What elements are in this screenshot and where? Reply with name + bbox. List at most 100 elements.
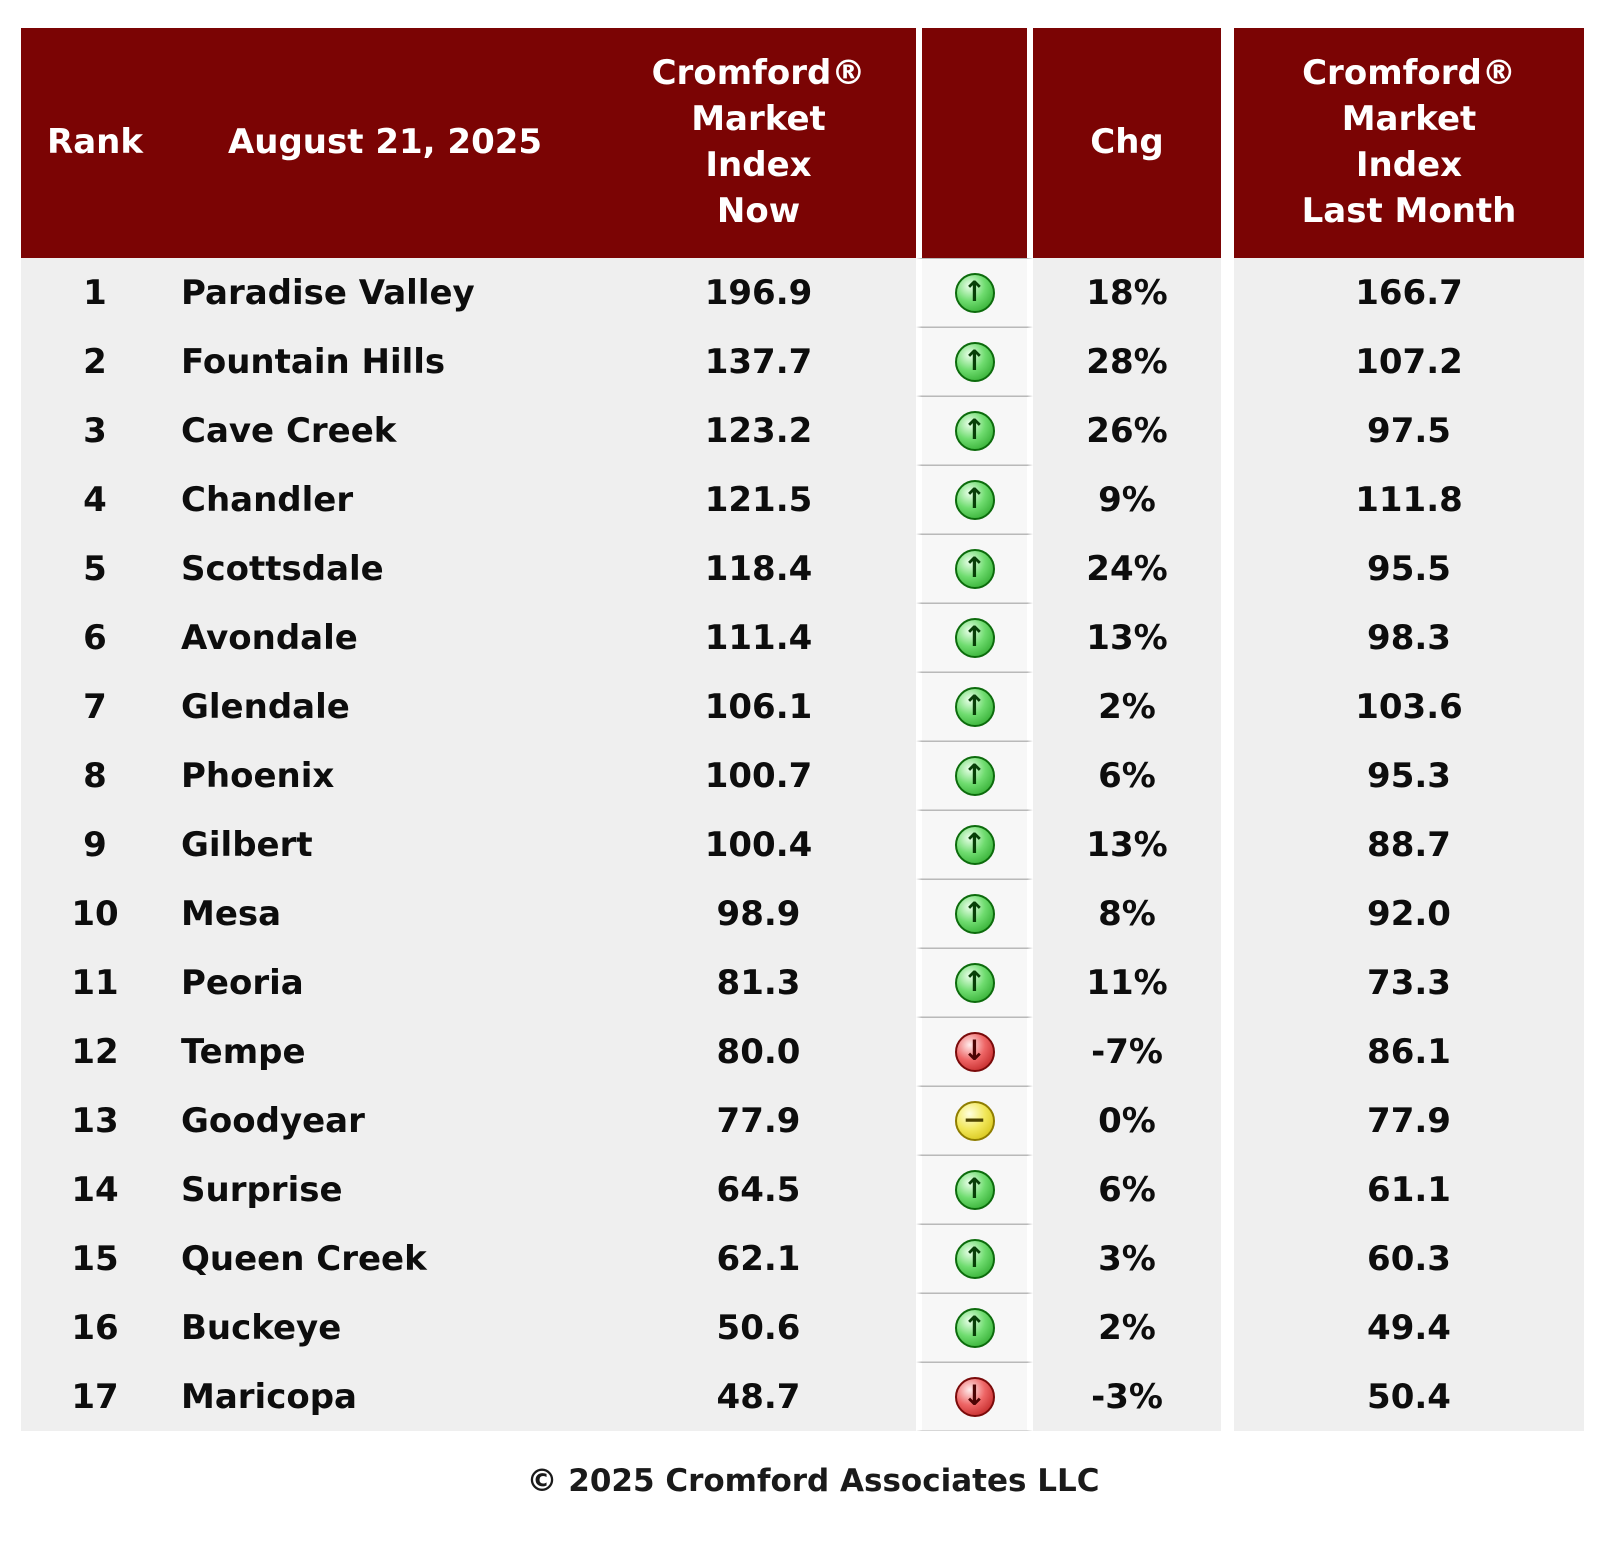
chg-cell: 28% [1033,327,1221,396]
table-row: 12 Tempe 80.0 ↓ -7% 86.1 [21,1017,1584,1086]
table-row: 15 Queen Creek 62.1 ↑ 3% 60.3 [21,1224,1584,1293]
city-cell: Paradise Valley [169,258,601,327]
cmi-last-cell: 88.7 [1221,810,1584,879]
cmi-now-cell: 106.1 [601,672,916,741]
cmi-last-cell: 95.5 [1221,534,1584,603]
cmi-now-cell: 64.5 [601,1155,916,1224]
rank-cell: 4 [21,465,169,534]
cmi-last-cell: 98.3 [1221,603,1584,672]
trend-cell: ↑ [916,534,1033,603]
city-cell: Scottsdale [169,534,601,603]
date-column-header: August 21, 2025 [169,28,601,258]
city-cell: Cave Creek [169,396,601,465]
cmi-last-month-column-header: Cromford® Market Index Last Month [1221,28,1584,258]
trend-cell: ↑ [916,396,1033,465]
rank-cell: 7 [21,672,169,741]
rank-cell: 5 [21,534,169,603]
chg-column-header: Chg [1033,28,1221,258]
table-row: 6 Avondale 111.4 ↑ 13% 98.3 [21,603,1584,672]
city-cell: Surprise [169,1155,601,1224]
cmi-now-cell: 118.4 [601,534,916,603]
rank-cell: 6 [21,603,169,672]
trend-cell: ↑ [916,741,1033,810]
table-row: 5 Scottsdale 118.4 ↑ 24% 95.5 [21,534,1584,603]
table-row: 8 Phoenix 100.7 ↑ 6% 95.3 [21,741,1584,810]
arrow-up-circle-icon: ↑ [954,479,995,520]
cmi-now-cell: 50.6 [601,1293,916,1362]
table-row: 14 Surprise 64.5 ↑ 6% 61.1 [21,1155,1584,1224]
trend-cell: ↓ [916,1362,1033,1431]
cmi-last-cell: 73.3 [1221,948,1584,1017]
cmi-last-cell: 61.1 [1221,1155,1584,1224]
chg-cell: 0% [1033,1086,1221,1155]
cmi-now-cell: 100.7 [601,741,916,810]
cmi-now-cell: 121.5 [601,465,916,534]
arrow-down-circle-icon: ↓ [954,1376,995,1417]
city-cell: Buckeye [169,1293,601,1362]
city-cell: Tempe [169,1017,601,1086]
chg-cell: -7% [1033,1017,1221,1086]
rank-cell: 16 [21,1293,169,1362]
cmi-last-cell: 95.3 [1221,741,1584,810]
city-cell: Phoenix [169,741,601,810]
cmi-last-cell: 77.9 [1221,1086,1584,1155]
cmi-now-cell: 123.2 [601,396,916,465]
cmi-last-cell: 107.2 [1221,327,1584,396]
rank-cell: 11 [21,948,169,1017]
arrow-up-circle-icon: ↑ [954,617,995,658]
cromford-market-index-table: Rank August 21, 2025 Cromford® Market In… [21,28,1584,1431]
arrow-up-circle-icon: ↑ [954,755,995,796]
no-change-circle-icon: − [954,1100,995,1141]
cmi-now-column-header: Cromford® Market Index Now [601,28,916,258]
trend-cell: ↑ [916,258,1033,327]
chg-cell: 26% [1033,396,1221,465]
rank-column-header: Rank [21,28,169,258]
arrow-up-circle-icon: ↑ [954,962,995,1003]
cmi-last-cell: 92.0 [1221,879,1584,948]
rank-cell: 12 [21,1017,169,1086]
cmi-now-cell: 62.1 [601,1224,916,1293]
table-row: 3 Cave Creek 123.2 ↑ 26% 97.5 [21,396,1584,465]
cmi-last-cell: 86.1 [1221,1017,1584,1086]
table-row: 13 Goodyear 77.9 − 0% 77.9 [21,1086,1584,1155]
rank-cell: 2 [21,327,169,396]
chg-cell: 13% [1033,810,1221,879]
table-row: 1 Paradise Valley 196.9 ↑ 18% 166.7 [21,258,1584,327]
trend-cell: ↑ [916,1293,1033,1362]
chg-cell: -3% [1033,1362,1221,1431]
cmi-last-cell: 49.4 [1221,1293,1584,1362]
arrow-up-circle-icon: ↑ [954,548,995,589]
chg-cell: 11% [1033,948,1221,1017]
city-cell: Avondale [169,603,601,672]
cmi-now-cell: 77.9 [601,1086,916,1155]
cmi-now-cell: 100.4 [601,810,916,879]
cmi-last-cell: 166.7 [1221,258,1584,327]
rank-cell: 17 [21,1362,169,1431]
cmi-now-cell: 48.7 [601,1362,916,1431]
city-cell: Chandler [169,465,601,534]
rank-cell: 8 [21,741,169,810]
chg-cell: 6% [1033,741,1221,810]
city-cell: Goodyear [169,1086,601,1155]
city-cell: Gilbert [169,810,601,879]
table-row: 4 Chandler 121.5 ↑ 9% 111.8 [21,465,1584,534]
chg-cell: 6% [1033,1155,1221,1224]
rank-cell: 15 [21,1224,169,1293]
arrow-up-circle-icon: ↑ [954,272,995,313]
cmi-last-cell: 111.8 [1221,465,1584,534]
trend-cell: ↑ [916,672,1033,741]
cmi-now-cell: 111.4 [601,603,916,672]
cmi-last-cell: 103.6 [1221,672,1584,741]
trend-cell: ↑ [916,465,1033,534]
table-row: 16 Buckeye 50.6 ↑ 2% 49.4 [21,1293,1584,1362]
trend-cell: ↓ [916,1017,1033,1086]
rank-cell: 13 [21,1086,169,1155]
trend-cell: ↑ [916,327,1033,396]
cmi-now-cell: 80.0 [601,1017,916,1086]
chg-cell: 18% [1033,258,1221,327]
copyright-text: © 2025 Cromford Associates LLC [526,1463,1100,1499]
trend-cell: − [916,1086,1033,1155]
city-cell: Glendale [169,672,601,741]
city-cell: Fountain Hills [169,327,601,396]
cmi-last-cell: 50.4 [1221,1362,1584,1431]
